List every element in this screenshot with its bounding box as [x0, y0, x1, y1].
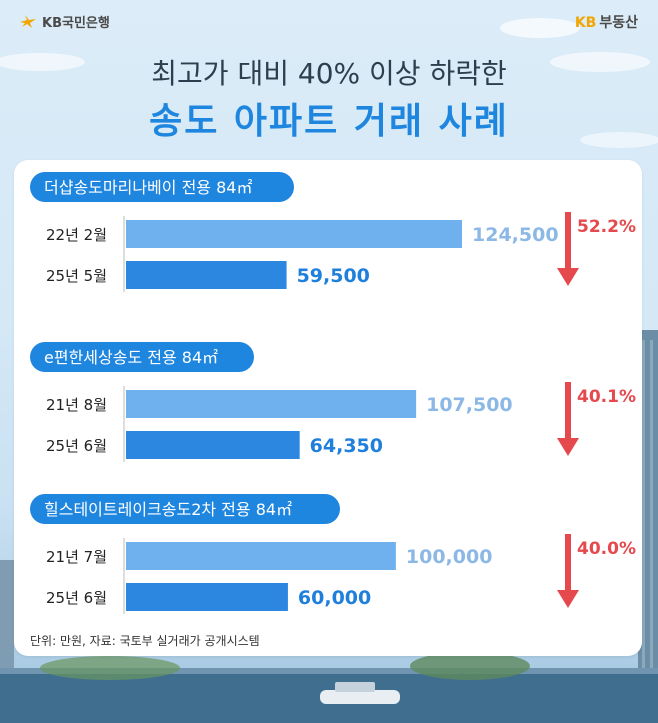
group-label-pill	[30, 342, 254, 372]
group-label-pill	[30, 172, 294, 202]
kb-star-icon	[20, 14, 36, 28]
bar-peak	[126, 220, 462, 248]
group-label: e편한세상송도 전용 84㎡	[44, 348, 218, 367]
category-label: 25년 6월	[46, 437, 107, 455]
group-label-pill	[30, 494, 340, 524]
category-label: 21년 8월	[46, 396, 107, 414]
decline-label: 40.0%	[577, 539, 636, 559]
value-label: 124,500	[472, 224, 559, 246]
value-label: 107,500	[426, 394, 513, 416]
bar-peak	[126, 542, 396, 570]
decline-arrow-shaft	[565, 212, 571, 270]
group-label: 힐스테이트레이크송도2차 전용 84㎡	[44, 500, 292, 519]
decline-arrow-shaft	[565, 382, 571, 440]
bank-name: KB국민은행	[42, 16, 110, 31]
value-label: 64,350	[310, 435, 383, 457]
bar-recent	[126, 261, 287, 289]
decline-arrow-head	[557, 590, 579, 608]
service-prefix: KB	[574, 15, 597, 31]
bar-recent	[126, 431, 300, 459]
footnote: 단위: 만원, 자료: 국토부 실거래가 공개시스템	[30, 634, 260, 648]
category-label: 25년 6월	[46, 589, 107, 607]
decline-arrow-head	[557, 268, 579, 286]
kb-bank-logo: KB국민은행	[18, 12, 110, 31]
decline-arrow-shaft	[565, 534, 571, 592]
category-label: 21년 7월	[46, 548, 107, 566]
group-label: 더샵송도마리나베이 전용 84㎡	[44, 178, 252, 197]
bar-peak	[126, 390, 417, 418]
value-label: 100,000	[406, 546, 493, 568]
value-label: 60,000	[298, 587, 371, 609]
decline-label: 52.2%	[577, 217, 636, 237]
kb-realestate-logo: KB 부동산	[575, 12, 638, 32]
service-name: 부동산	[599, 15, 638, 31]
title-line-2: 송도 아파트 거래 사례	[149, 101, 509, 142]
value-label: 59,500	[297, 265, 370, 287]
bar-recent	[126, 583, 288, 611]
category-label: 22년 2월	[46, 226, 107, 244]
decline-label: 40.1%	[577, 387, 636, 407]
title-line-1: 최고가 대비 40% 이상 하락한	[151, 57, 507, 90]
decline-arrow-head	[557, 438, 579, 456]
category-label: 25년 5월	[46, 267, 107, 285]
